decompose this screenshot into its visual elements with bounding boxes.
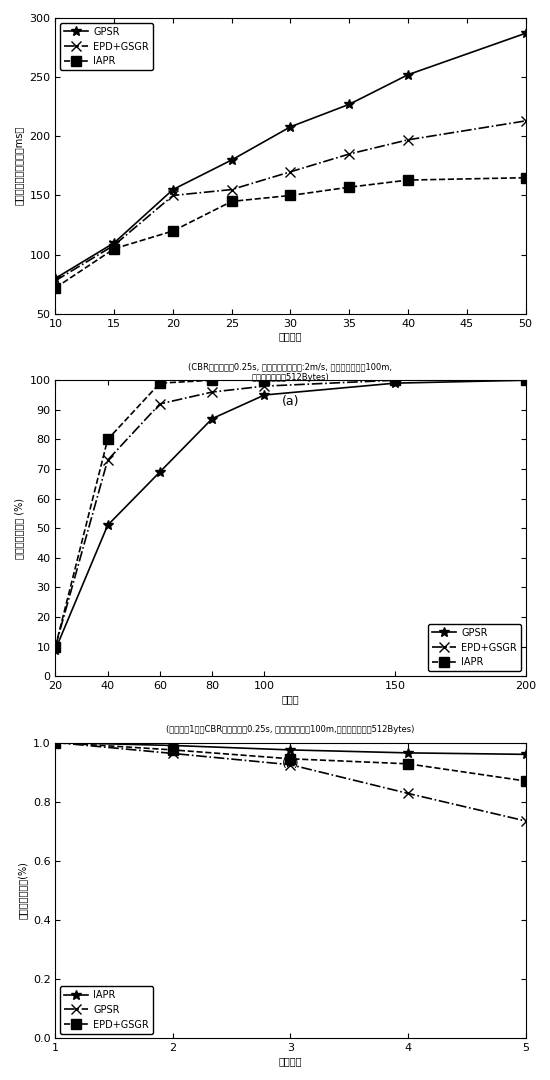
GPSR (111, 237, 118, 249)
EPD+GSGR (157, 397, 163, 410)
Text: (a): (a) (282, 395, 299, 408)
X-axis label: 数据流数: 数据流数 (279, 332, 303, 341)
Text: (b): (b) (282, 757, 299, 770)
EPD+GSGR (169, 743, 176, 756)
IAPR (228, 194, 235, 207)
Line: GPSR: GPSR (51, 738, 530, 826)
GPSR (405, 68, 411, 81)
EPD+GSGR (287, 165, 294, 178)
IAPR (405, 746, 411, 759)
Line: IAPR: IAPR (51, 173, 530, 293)
IAPR (52, 281, 59, 294)
EPD+GSGR (287, 753, 294, 766)
Text: (CBR发包间隔：0.25s, 节点最大移动速度:2m/s, 节点通信范围：100m,
数据分组大小：512Bytes): (CBR发包间隔：0.25s, 节点最大移动速度:2m/s, 节点通信范围：10… (189, 363, 393, 382)
EPD+GSGR (52, 737, 59, 750)
Line: GPSR: GPSR (51, 28, 530, 283)
EPD+GSGR (522, 374, 529, 387)
GPSR (522, 814, 529, 827)
EPD+GSGR (209, 386, 216, 399)
EPD+GSGR (392, 374, 398, 387)
IAPR (346, 180, 353, 193)
GPSR (104, 518, 111, 531)
GPSR (405, 787, 411, 800)
Line: IAPR: IAPR (51, 376, 530, 651)
Y-axis label: 分组成功达达率(%): 分组成功达达率(%) (17, 862, 28, 919)
GPSR (392, 377, 398, 390)
GPSR (261, 389, 268, 402)
GPSR (52, 643, 59, 656)
GPSR (287, 758, 294, 771)
Text: (数据流：1条，CBR分组间隔：0.25s, 节点通信范围：100m,数据分组大小：512Bytes): (数据流：1条，CBR分组间隔：0.25s, 节点通信范围：100m,数据分组大… (166, 725, 415, 733)
Legend: GPSR, EPD+GSGR, IAPR: GPSR, EPD+GSGR, IAPR (428, 624, 521, 672)
Line: EPD+GSGR: EPD+GSGR (51, 116, 530, 285)
Y-axis label: 分组成功达达率 (%): 分组成功达达率 (%) (14, 498, 24, 558)
IAPR (392, 374, 398, 387)
Line: IAPR: IAPR (51, 738, 530, 759)
GPSR (522, 27, 529, 40)
EPD+GSGR (52, 274, 59, 287)
EPD+GSGR (104, 454, 111, 467)
EPD+GSGR (228, 184, 235, 197)
EPD+GSGR (405, 757, 411, 770)
IAPR (52, 737, 59, 750)
IAPR (104, 433, 111, 446)
Line: EPD+GSGR: EPD+GSGR (51, 376, 530, 651)
EPD+GSGR (346, 148, 353, 161)
GPSR (169, 747, 176, 760)
IAPR (405, 174, 411, 187)
IAPR (52, 640, 59, 653)
Line: EPD+GSGR: EPD+GSGR (51, 738, 530, 786)
GPSR (209, 413, 216, 426)
IAPR (287, 743, 294, 756)
Legend: GPSR, EPD+GSGR, IAPR: GPSR, EPD+GSGR, IAPR (60, 23, 153, 70)
Y-axis label: 分组平均端到端延迟（ms）: 分组平均端到端延迟（ms） (14, 126, 24, 205)
EPD+GSGR (522, 774, 529, 787)
IAPR (522, 747, 529, 760)
IAPR (157, 377, 163, 390)
IAPR (522, 172, 529, 185)
EPD+GSGR (169, 189, 176, 202)
IAPR (169, 225, 176, 238)
GPSR (346, 98, 353, 111)
IAPR (169, 739, 176, 752)
EPD+GSGR (261, 380, 268, 393)
EPD+GSGR (111, 239, 118, 252)
GPSR (157, 465, 163, 478)
GPSR (52, 272, 59, 285)
GPSR (228, 153, 235, 166)
EPD+GSGR (52, 640, 59, 653)
GPSR (52, 737, 59, 750)
EPD+GSGR (405, 133, 411, 146)
GPSR (169, 184, 176, 197)
X-axis label: 数据流数: 数据流数 (279, 1056, 303, 1066)
X-axis label: 节点数: 节点数 (282, 693, 299, 704)
Legend: IAPR, GPSR, EPD+GSGR: IAPR, GPSR, EPD+GSGR (60, 986, 153, 1034)
GPSR (287, 120, 294, 133)
IAPR (287, 189, 294, 202)
IAPR (522, 374, 529, 387)
IAPR (209, 374, 216, 387)
GPSR (522, 374, 529, 387)
Line: GPSR: GPSR (51, 376, 530, 654)
IAPR (261, 374, 268, 387)
IAPR (111, 242, 118, 255)
EPD+GSGR (522, 114, 529, 127)
